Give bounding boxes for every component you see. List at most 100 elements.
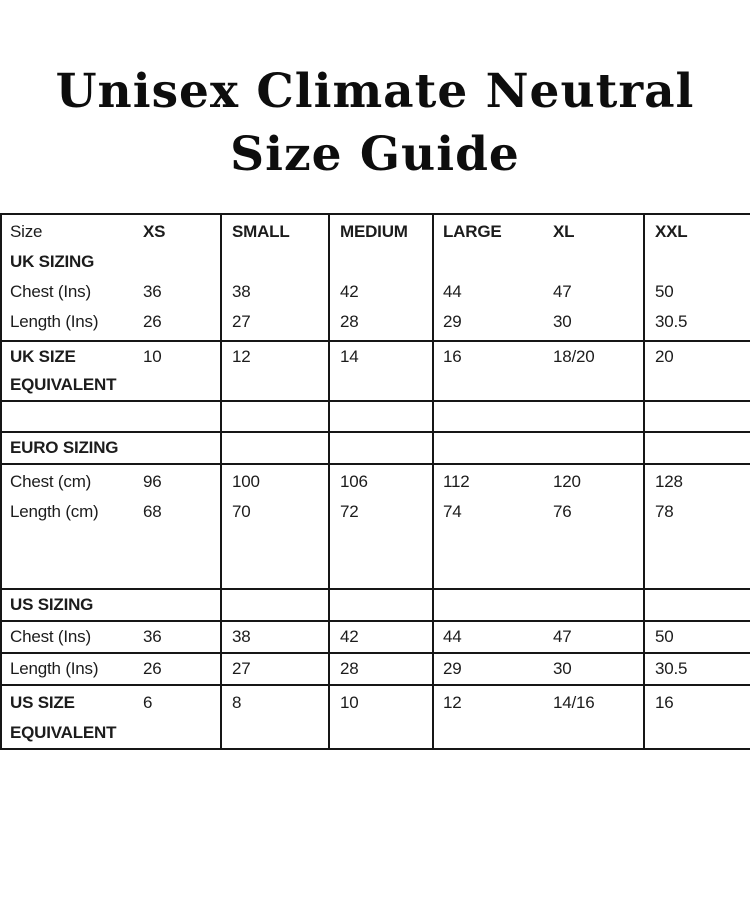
uk-equiv-xs: 10 [142,342,222,402]
us-chest-value: 42 [340,627,359,646]
uk-chest-large: 44 [443,282,462,301]
empty-cell [330,433,434,465]
us-equiv-xs: 6 [142,686,222,750]
us-equiv-value: 6 [143,693,153,712]
col-header-small: SMALL [232,222,290,241]
us-equiv-value: 12 [443,693,462,712]
us-equiv-small: 8 [222,686,330,750]
spacer [553,247,643,277]
euro-xl-cell: 120 76 [552,465,645,590]
empty-cell [330,590,434,622]
spacer [655,247,750,277]
uk-xl-cell: XL 47 30 [552,215,645,342]
uk-chest-xs: 36 [143,282,162,301]
page-title-line2: Size Guide [230,127,520,182]
us-equiv-label-line1: US SIZE [10,693,75,712]
us-length-xs: 26 [142,654,222,686]
uk-length-label: Length (Ins) [10,312,99,331]
euro-small-cell: 100 70 [222,465,330,590]
corner-label: Size [10,222,43,241]
us-equiv-xl: 14/16 [552,686,645,750]
uk-small-cell: SMALL 38 27 [222,215,330,342]
us-chest-value: 47 [553,627,572,646]
empty-cell [222,402,330,433]
empty-cell [552,590,645,622]
empty-cell [142,433,222,465]
size-guide-table: Size UK SIZING Chest (Ins) Length (Ins) … [0,213,750,750]
us-chest-row: Chest (Ins) 36 38 42 44 47 50 [2,622,750,654]
spacer [340,247,432,277]
euro-length-large: 74 [443,502,462,521]
euro-length-xl: 76 [553,502,572,521]
us-length-medium: 28 [330,654,434,686]
uk-equiv-label-cell: UK SIZE EQUIVALENT [2,342,142,402]
euro-chest-label: Chest (cm) [10,472,92,491]
empty-cell [2,402,142,433]
us-length-label-cell: Length (Ins) [2,654,142,686]
euro-chest-xl: 120 [553,472,581,491]
us-length-value: 27 [232,659,251,678]
empty-cell [222,590,330,622]
uk-length-large: 29 [443,312,462,331]
uk-xxl-cell: XXL 50 30.5 [645,215,750,342]
empty-cell [645,590,750,622]
us-chest-small: 38 [222,622,330,654]
us-equiv-medium: 10 [330,686,434,750]
us-length-value: 29 [443,659,462,678]
empty-cell [552,402,645,433]
us-equiv-label-line2: EQUIVALENT [10,723,117,742]
empty-cell [330,402,434,433]
us-equivalent-row: US SIZE EQUIVALENT 6 8 10 12 14/16 16 [2,686,750,750]
us-equiv-xxl: 16 [645,686,750,750]
us-equiv-value: 8 [232,693,242,712]
empty-cell [142,590,222,622]
spacer [443,247,552,277]
us-chest-medium: 42 [330,622,434,654]
us-length-small: 27 [222,654,330,686]
uk-equiv-value: 14 [340,347,359,366]
uk-chest-xxl: 50 [655,282,674,301]
empty-cell [434,590,552,622]
uk-length-medium: 28 [340,312,359,331]
col-header-medium: MEDIUM [340,222,408,241]
col-header-xl: XL [553,222,575,241]
euro-length-xs: 68 [143,502,162,521]
empty-cell [142,402,222,433]
us-chest-xs: 36 [142,622,222,654]
uk-sizing-block-row: Size UK SIZING Chest (Ins) Length (Ins) … [2,215,750,342]
uk-xs-cell: XS 36 26 [142,215,222,342]
empty-cell [645,433,750,465]
us-length-row: Length (Ins) 26 27 28 29 30 30.5 [2,654,750,686]
spacer [143,247,220,277]
euro-length-label: Length (cm) [10,502,99,521]
euro-sizing-header-row: EURO SIZING [2,433,750,465]
us-chest-large: 44 [434,622,552,654]
uk-length-xl: 30 [553,312,572,331]
col-header-xxl: XXL [655,222,688,241]
col-header-large: LARGE [443,222,502,241]
uk-equiv-value: 16 [443,347,462,366]
us-sizing-header-row: US SIZING [2,590,750,622]
us-chest-label: Chest (Ins) [10,627,91,646]
us-chest-value: 36 [143,627,162,646]
euro-chest-medium: 106 [340,472,368,491]
uk-equiv-value: 10 [143,347,162,366]
uk-equiv-value: 18/20 [553,347,595,366]
euro-xxl-cell: 128 78 [645,465,750,590]
us-chest-value: 38 [232,627,251,646]
us-length-large: 29 [434,654,552,686]
us-equiv-value: 16 [655,693,674,712]
spacer [232,247,328,277]
empty-cell [434,433,552,465]
empty-cell [434,402,552,433]
us-chest-label-cell: Chest (Ins) [2,622,142,654]
euro-chest-xxl: 128 [655,472,683,491]
us-length-label: Length (Ins) [10,659,99,678]
euro-values-row: Chest (cm) Length (cm) 96 68 100 70 106 … [2,465,750,590]
euro-medium-cell: 106 72 [330,465,434,590]
uk-equiv-value: 12 [232,347,251,366]
euro-chest-small: 100 [232,472,260,491]
uk-equiv-value: 20 [655,347,674,366]
us-equiv-label-cell: US SIZE EQUIVALENT [2,686,142,750]
empty-cell [222,433,330,465]
